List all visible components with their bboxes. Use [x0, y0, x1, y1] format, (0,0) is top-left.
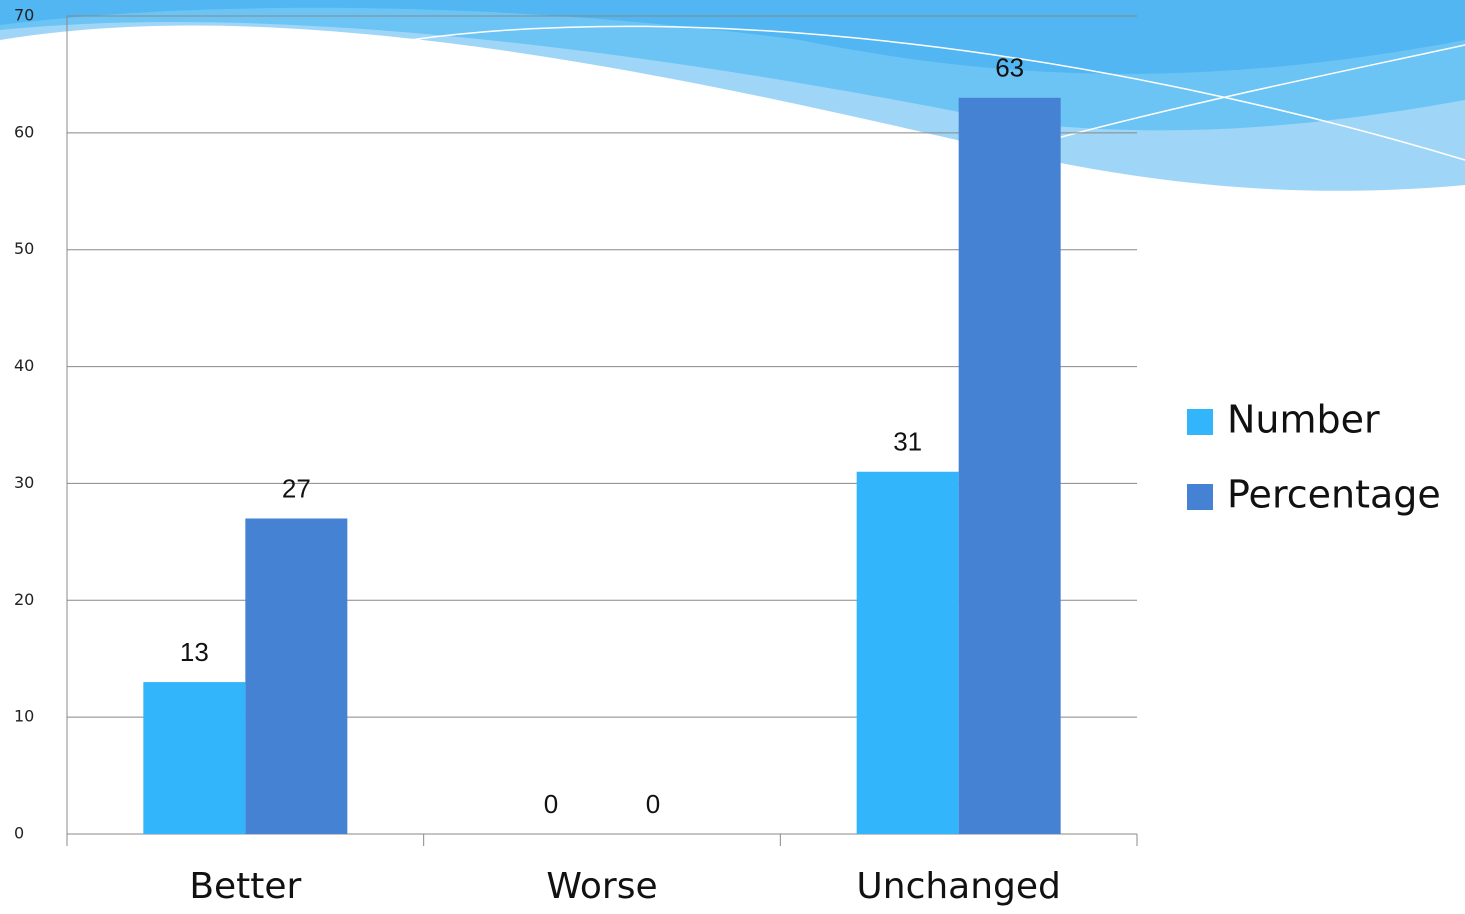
y-tick-label: 60 [14, 122, 34, 141]
legend-label: Number [1227, 398, 1380, 442]
bar [245, 518, 348, 834]
bar [143, 682, 246, 834]
value-label: 0 [646, 789, 660, 819]
bar [856, 471, 959, 834]
y-tick-label: 0 [14, 824, 24, 843]
value-label: 27 [282, 473, 311, 503]
legend-label: Percentage [1227, 473, 1441, 517]
x-tick-label: Worse [546, 866, 657, 907]
legend-swatch [1187, 409, 1213, 435]
y-tick-label: 40 [14, 356, 34, 375]
y-tick-label: 30 [14, 473, 34, 492]
y-tick-label: 70 [14, 6, 34, 25]
y-tick-label: 10 [14, 707, 34, 726]
y-tick-label: 20 [14, 590, 34, 609]
value-label: 63 [995, 53, 1024, 83]
bar [958, 97, 1061, 835]
x-tick-label: Unchanged [856, 866, 1061, 907]
background-wave [0, 0, 1465, 191]
y-tick-label: 50 [14, 239, 34, 258]
value-label: 13 [180, 637, 209, 667]
value-label: 0 [544, 789, 558, 819]
value-label: 31 [893, 427, 922, 457]
legend-swatch [1187, 484, 1213, 510]
x-tick-label: Better [189, 866, 301, 907]
